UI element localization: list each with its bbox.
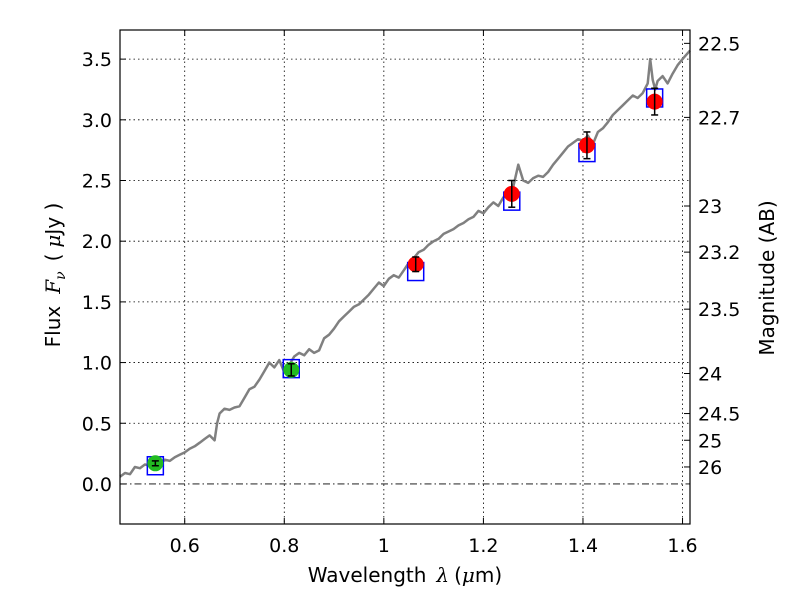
x-tick-label-0: 0.6 — [170, 535, 200, 557]
y-axis-ticks: 0.0 0.5 1.0 1.5 2.0 2.5 3.0 3.5 — [82, 49, 126, 496]
y2-tick-label-3: 23.2 — [698, 242, 740, 264]
y2-tick-label-1: 22.7 — [698, 107, 740, 129]
x-axis-label-mu: μ — [462, 563, 475, 587]
y-axis-label-text: Flux — [41, 306, 65, 348]
y2-tick-label-5: 24 — [698, 363, 722, 385]
y-tick-label-4: 2.0 — [82, 231, 112, 253]
x-tick-label-3: 1.2 — [468, 535, 498, 557]
y-tick-label-0: 0.0 — [82, 474, 112, 496]
y-axis-label-unit: Jy ) — [41, 203, 65, 237]
y-axis-label: Flux Fν ( μJy ) — [41, 203, 69, 348]
y2-tick-label-2: 23 — [698, 196, 722, 218]
x-tick-label-1: 0.8 — [269, 535, 299, 557]
x-tick-label-2: 1 — [378, 535, 390, 557]
y2-tick-label-6: 24.5 — [698, 404, 740, 426]
y-tick-label-1: 0.5 — [82, 413, 112, 435]
y2-tick-label-8: 26 — [698, 457, 722, 479]
x-tick-label-5: 1.6 — [667, 535, 697, 557]
y-tick-label-2: 1.0 — [82, 353, 112, 375]
spectrum-line — [119, 49, 691, 478]
grid-lines — [120, 30, 690, 524]
plot-frame — [119, 29, 691, 525]
spectrum-series — [119, 49, 691, 478]
observed-photometry-series — [147, 87, 663, 472]
x-axis-label-symbol: λ — [435, 563, 449, 587]
y-axis-label-paren: ( — [41, 254, 65, 262]
x-axis-label-text: Wavelength — [308, 563, 427, 587]
y-tick-label-6: 3.0 — [82, 110, 112, 132]
y2-axis-label: Magnitude (AB) — [755, 200, 779, 355]
y-axis-label-sub: ν — [53, 271, 69, 280]
plot-background — [120, 30, 690, 524]
x-axis-label-paren: ( — [454, 563, 462, 587]
x-axis-label: Wavelength λ (μm) — [308, 563, 502, 587]
y2-axis-ticks: 22.5 22.7 23 23.2 23.5 24 24.5 25 26 — [684, 33, 740, 479]
y2-tick-label-4: 23.5 — [698, 299, 740, 321]
y2-tick-label-0: 22.5 — [698, 33, 740, 55]
y-tick-label-3: 1.5 — [82, 292, 112, 314]
x-tick-label-4: 1.4 — [568, 535, 598, 557]
x-axis-label-unit: m) — [475, 563, 502, 587]
y-axis-label-symbol: F — [41, 279, 65, 295]
y-tick-label-7: 3.5 — [82, 49, 112, 71]
x-axis-ticks: 0.6 0.8 1 1.2 1.4 1.6 — [170, 30, 698, 557]
y-axis-label-mu: μ — [41, 235, 65, 248]
y-tick-label-5: 2.5 — [82, 171, 112, 193]
y2-tick-label-7: 25 — [698, 430, 722, 452]
